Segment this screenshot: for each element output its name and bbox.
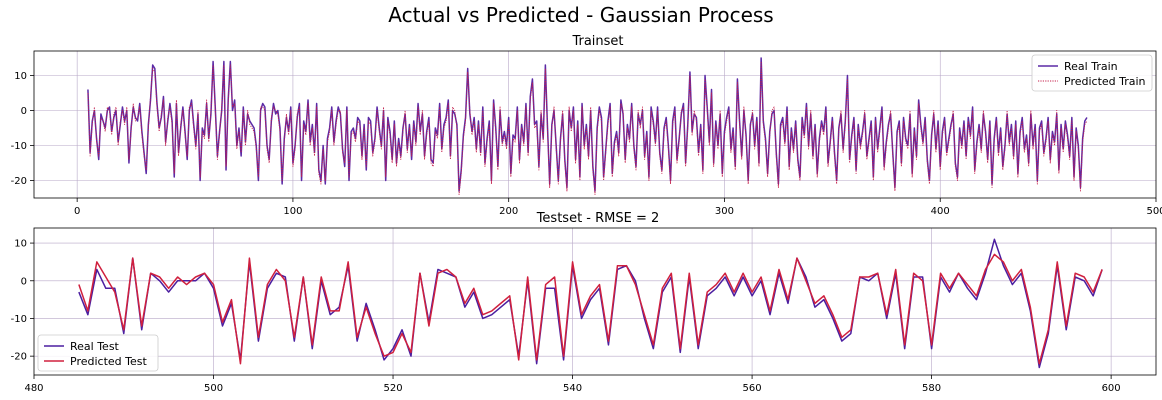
x-tick-label-0: 480 — [24, 383, 43, 394]
series-line-real — [87, 57, 1088, 192]
x-tick-label-5: 580 — [922, 383, 941, 394]
x-tick-label-6: 600 — [1102, 383, 1121, 394]
x-tick-label-3: 300 — [715, 206, 734, 217]
x-tick-label-4: 560 — [743, 383, 762, 394]
x-tick-label-2: 200 — [499, 206, 518, 217]
legend-label-1: Predicted Train — [1064, 75, 1146, 88]
y-tick-label-1: -10 — [11, 141, 27, 152]
x-tick-label-2: 520 — [383, 383, 402, 394]
x-tick-label-3: 540 — [563, 383, 582, 394]
x-tick-label-4: 400 — [931, 206, 950, 217]
testset-title: Testset - RMSE = 2 — [536, 211, 660, 226]
trainset-panel: Trainset 0 100 200 300 400 500 -20 -10 0 10 Real T… — [11, 34, 1162, 217]
legend: Real Test Predicted Test — [37, 334, 159, 372]
y-tick-label-3: 10 — [14, 239, 27, 250]
y-tick-label-3: 10 — [14, 71, 27, 82]
axes-frame — [33, 227, 1157, 376]
testset-panel: Testset - RMSE = 2 480 500 520 540 560 580 600… — [11, 211, 1157, 394]
y-tick-label-1: -10 — [11, 314, 27, 325]
legend-box — [37, 334, 159, 372]
legend: Real Train Predicted Train — [1031, 54, 1153, 92]
figure-title: Actual vs Predicted - Gaussian Process — [388, 3, 773, 27]
legend-label-0: Real Train — [1064, 60, 1118, 73]
y-tick-label-0: -20 — [11, 352, 27, 363]
y-tick-label-0: -20 — [11, 176, 27, 187]
legend-box — [1031, 54, 1153, 92]
series-line-predicted — [78, 253, 1103, 365]
x-tick-label-0: 0 — [74, 206, 80, 217]
x-tick-label-5: 500 — [1146, 206, 1162, 217]
y-tick-label-2: 0 — [21, 106, 27, 117]
legend-label-1: Predicted Test — [70, 355, 147, 368]
legend-label-0: Real Test — [70, 340, 120, 353]
trainset-title: Trainset — [571, 34, 623, 49]
y-tick-label-2: 0 — [21, 276, 27, 287]
axes-frame — [33, 50, 1157, 199]
series-line-predicted — [87, 61, 1088, 195]
x-tick-label-1: 500 — [204, 383, 223, 394]
x-tick-label-1: 100 — [283, 206, 302, 217]
